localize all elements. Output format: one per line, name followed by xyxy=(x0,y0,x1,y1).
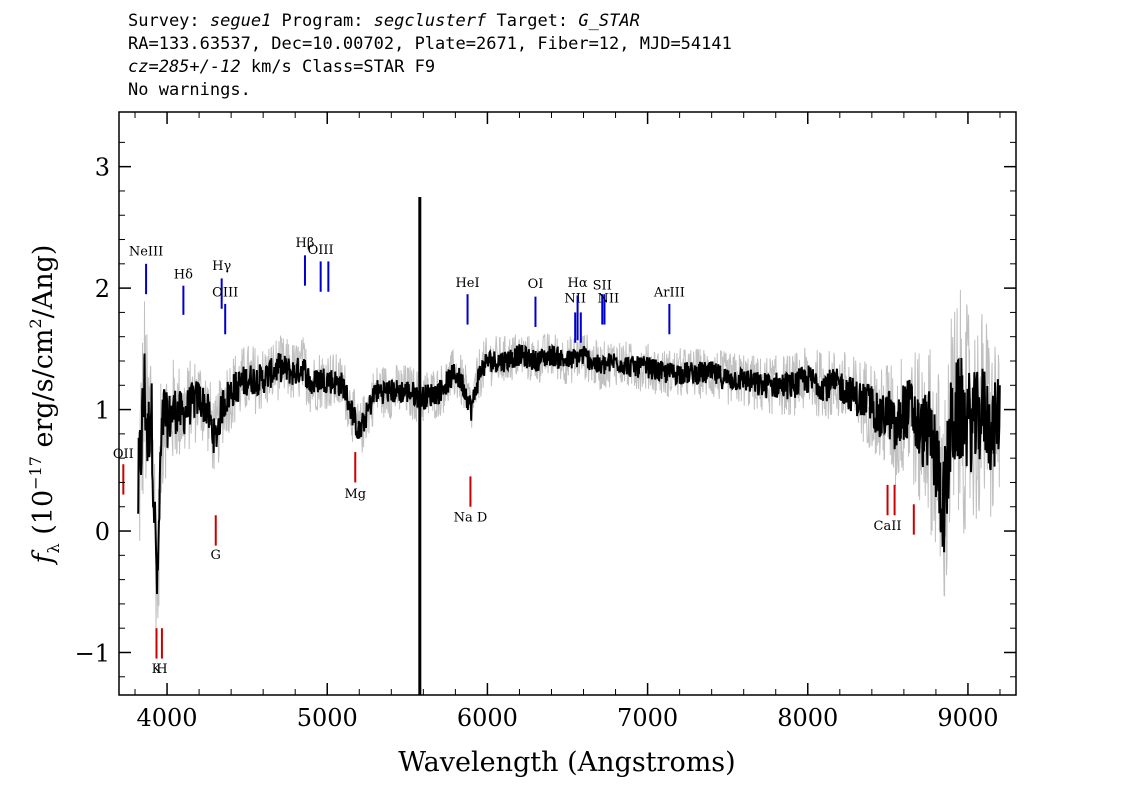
x-tick-label: 8000 xyxy=(777,704,838,732)
emission-line-label: NII xyxy=(564,292,586,307)
spectrum-header: Survey: segue1 Program: segclusterf Targ… xyxy=(128,10,732,102)
flux-line xyxy=(137,343,1001,595)
program-label: Program: xyxy=(271,11,374,31)
survey-value: segue1 xyxy=(209,11,272,31)
x-tick-label: 9000 xyxy=(937,704,998,732)
y-axis-label-unit-b: erg/s/cm xyxy=(28,329,59,457)
y-axis-label-f: f xyxy=(28,549,59,565)
y-tick-label: 1 xyxy=(95,397,110,425)
y-tick-label: 3 xyxy=(95,154,110,182)
absorption-line-label: OII xyxy=(113,447,134,462)
emission-line-label: ArIII xyxy=(653,286,685,301)
program-value: segclusterf xyxy=(373,11,487,31)
emission-line-label: SII xyxy=(593,278,612,293)
emission-line-label: NeIII xyxy=(129,244,163,259)
emission-line-label: Hγ xyxy=(212,259,231,274)
survey-label: Survey: xyxy=(128,11,210,31)
emission-line-label: OI xyxy=(528,277,544,292)
absorption-line-label: G xyxy=(211,548,221,563)
x-tick-label: 4000 xyxy=(137,704,198,732)
x-tick-label: 6000 xyxy=(457,704,518,732)
target-label: Target: xyxy=(486,11,579,31)
emission-line-label: Hα xyxy=(568,276,588,291)
error-line xyxy=(137,289,1001,632)
target-value: G_STAR xyxy=(578,11,640,31)
y-axis-label-subscript: λ xyxy=(44,543,63,553)
y-axis-label-exponent: −17 xyxy=(26,456,45,490)
axis-ticks: 4000 5000 6000 7000 8000 9000 −1 0 1 2 3 xyxy=(75,112,1016,732)
header-line-survey: Survey: segue1 Program: segclusterf Targ… xyxy=(128,10,732,33)
y-tick-label: −1 xyxy=(75,639,110,667)
y-axis-label: fλ (10−17 erg/s/cm2/Ang) xyxy=(26,245,63,566)
y-tick-label: 2 xyxy=(95,275,110,303)
header-line-coordinates: RA=133.63537, Dec=10.00702, Plate=2671, … xyxy=(128,34,732,54)
absorption-line-label: Na D xyxy=(454,510,488,525)
x-axis-label: Wavelength (Angstroms) xyxy=(398,747,735,778)
header-line-warnings: No warnings. xyxy=(128,80,251,100)
y-axis-label-exponent-2: 2 xyxy=(26,318,45,328)
redshift-rest: km/s Class=STAR F9 xyxy=(240,57,436,77)
y-axis-label-unit-c: /Ang) xyxy=(28,245,59,319)
emission-line-label: OIII xyxy=(212,286,238,301)
x-tick-label: 7000 xyxy=(617,704,678,732)
emission-line-label: OIII xyxy=(308,243,334,258)
absorption-line-label: CaII xyxy=(874,519,902,534)
emission-line-label: Hδ xyxy=(174,267,193,282)
absorption-line-label: H xyxy=(156,662,167,677)
emission-line-label: HeI xyxy=(455,276,479,291)
flux-series xyxy=(137,197,1001,695)
error-band xyxy=(137,289,1001,632)
absorption-line-label: K xyxy=(152,662,162,677)
plot-frame xyxy=(118,111,1017,696)
x-tick-label: 5000 xyxy=(297,704,358,732)
y-tick-label: 0 xyxy=(95,518,110,546)
header-line-redshift: cz=285+/-12 km/s Class=STAR F9 xyxy=(128,56,732,79)
redshift-value: cz=285+/-12 xyxy=(128,57,241,77)
y-axis-label-unit-a: (10 xyxy=(28,490,59,543)
emission-line-label: NII xyxy=(598,292,620,307)
absorption-line-label: Mg xyxy=(344,487,366,502)
emission-line-label: Hβ xyxy=(296,236,315,251)
